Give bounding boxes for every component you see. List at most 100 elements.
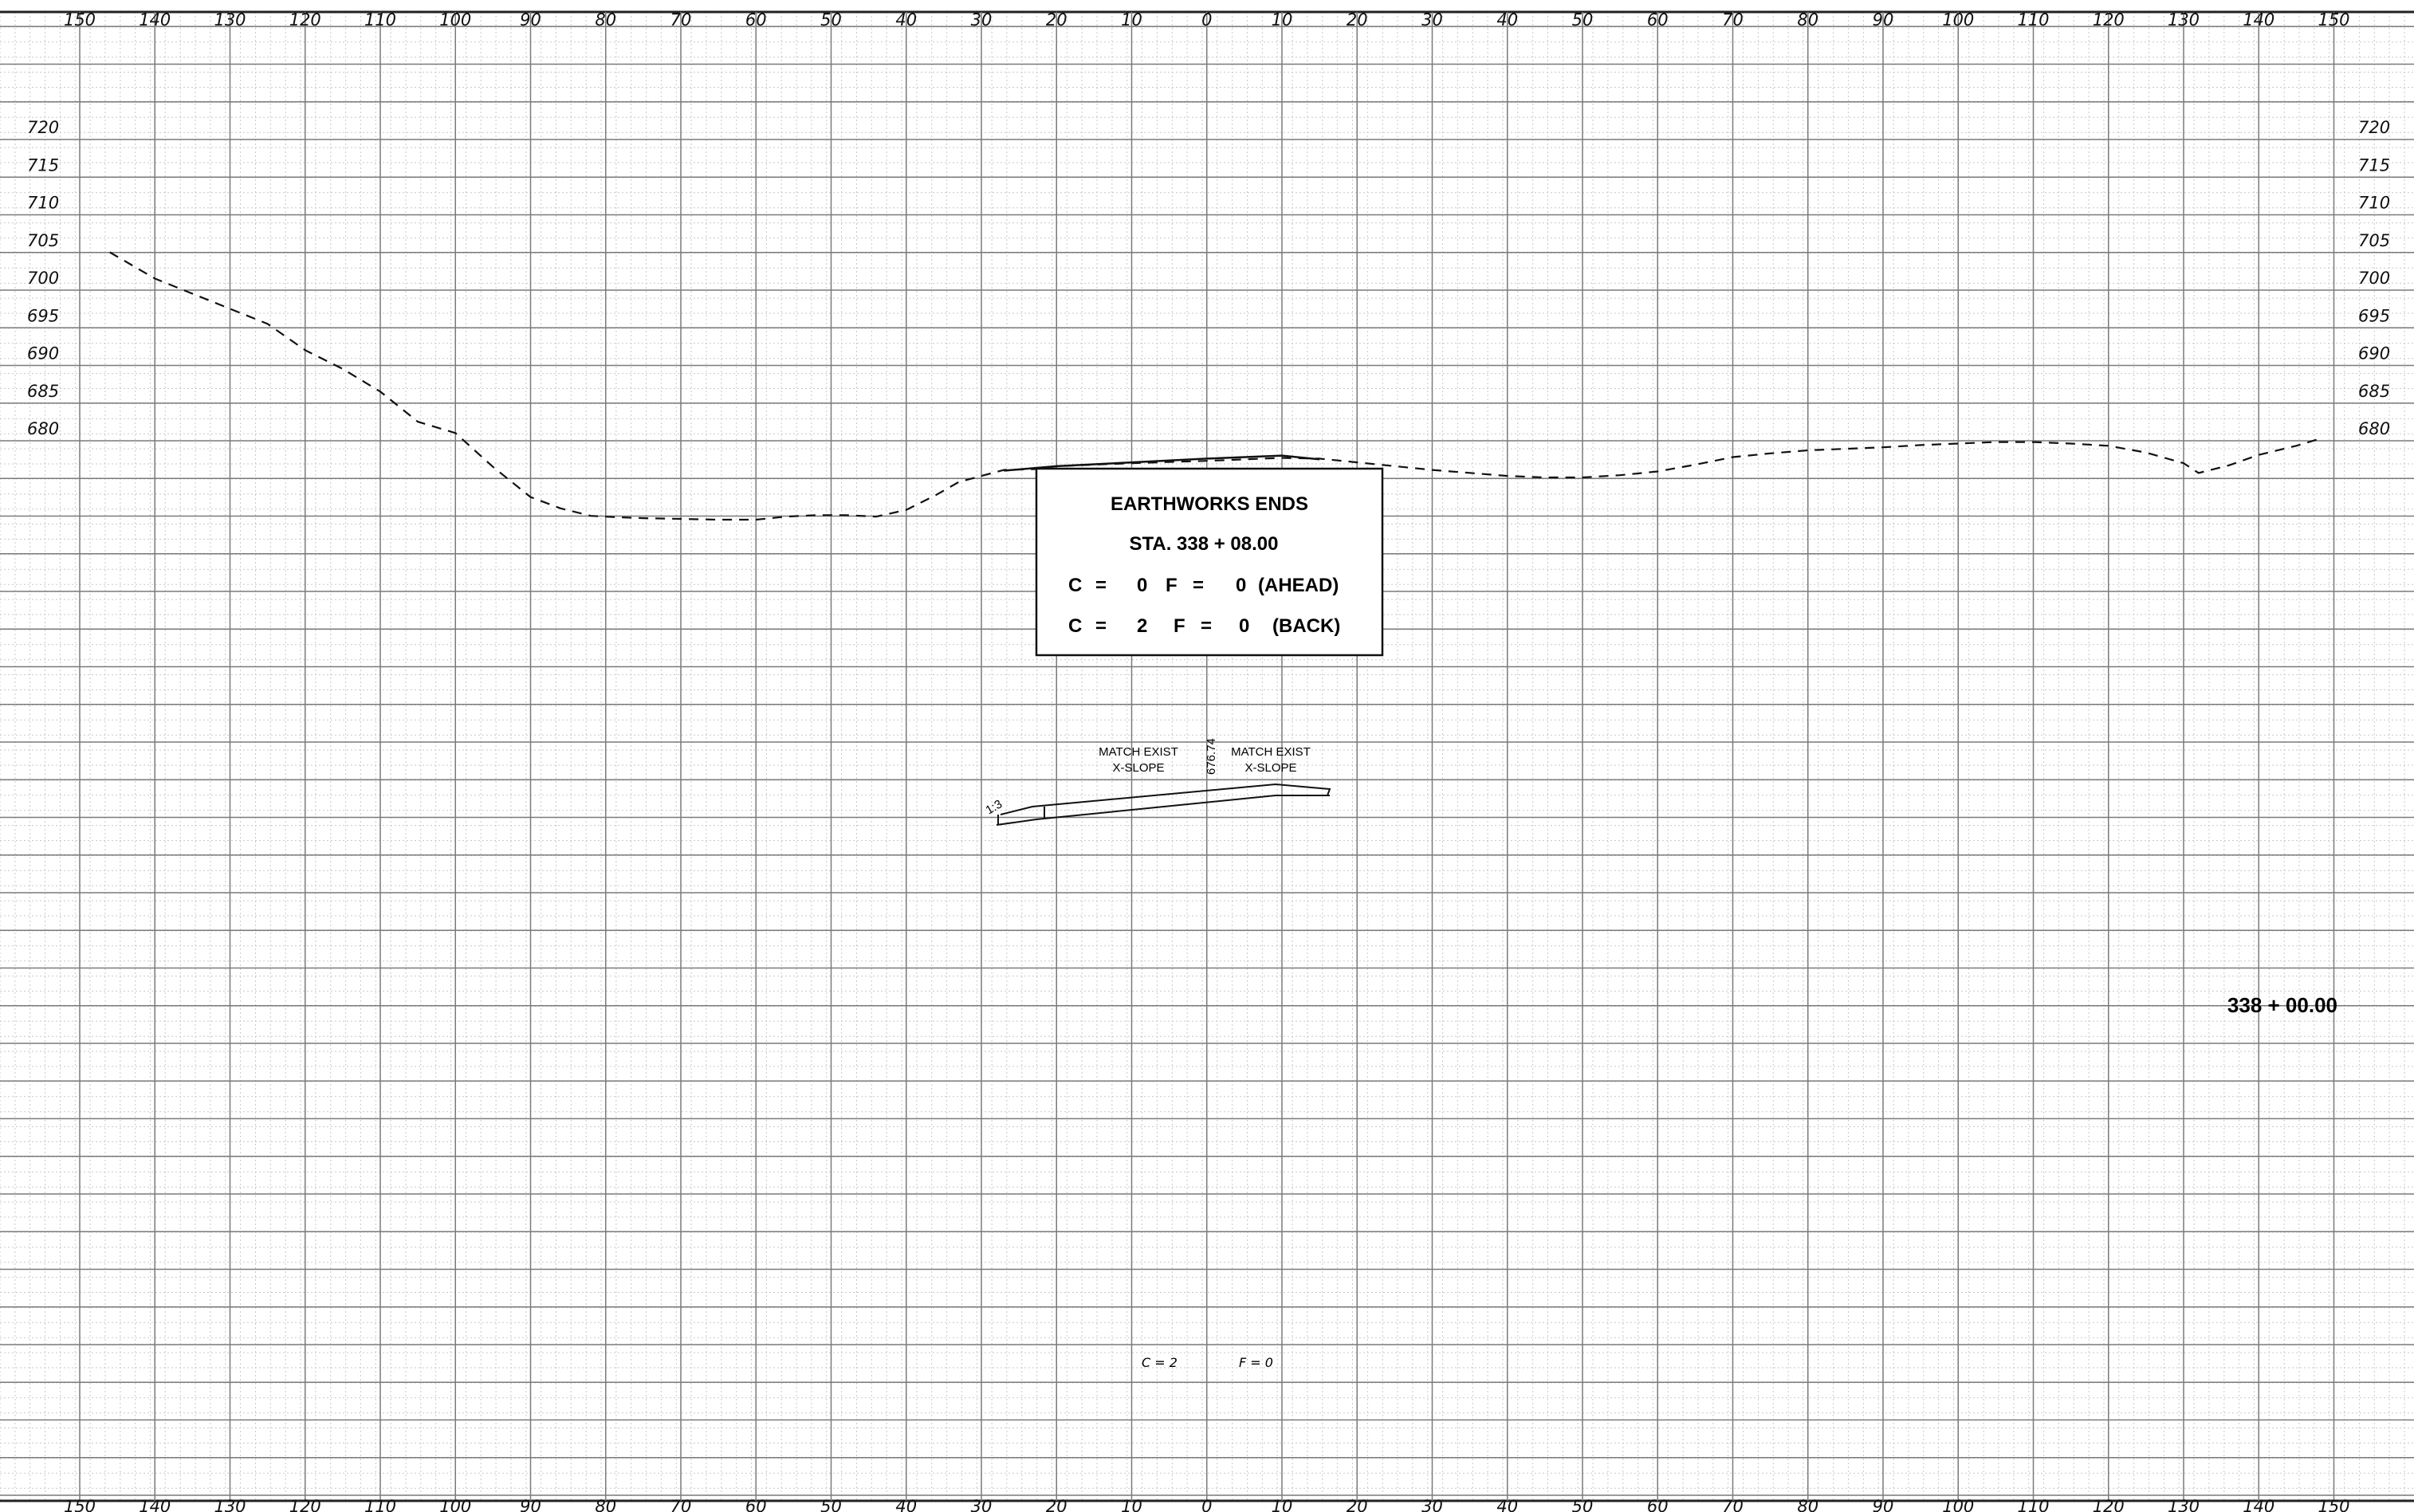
x-axis-label-top: 90	[520, 10, 541, 29]
x-axis-label-top: 90	[1873, 10, 1894, 29]
x-axis-label-bottom: 110	[364, 1497, 396, 1512]
x-axis-label-bottom: 40	[895, 1497, 917, 1512]
proposed-grade-line	[1004, 454, 1320, 472]
x-axis-label-bottom: 100	[1942, 1497, 1974, 1512]
x-axis-labels-top: 150 140 130 120 110 100 90 80 70 60 50 40 30 20 10 0 10 2…	[64, 10, 2350, 29]
x-axis-label-top: 130	[2168, 10, 2200, 29]
back-c-value: 2	[1137, 615, 1147, 637]
y-axis-label-left: 720	[27, 118, 59, 137]
y-axis-label-left: 715	[27, 155, 59, 175]
x-axis-label-bottom: 150	[2318, 1497, 2349, 1512]
proposed-section	[996, 783, 1331, 826]
y-axis-labels-left: 720 715 710 705 700 695 690 685 680	[27, 118, 59, 438]
y-axis-label-right: 710	[2358, 194, 2390, 213]
y-axis-label-left: 690	[27, 344, 59, 363]
fill-value-label: F = 0	[1239, 1355, 1273, 1370]
ahead-c-label: C	[1068, 575, 1082, 596]
back-eq-2: =	[1201, 615, 1212, 637]
x-axis-label-bottom: 50	[1572, 1497, 1594, 1512]
y-axis-label-right: 695	[2358, 306, 2390, 325]
x-axis-label-top: 60	[1647, 10, 1669, 29]
y-axis-label-left: 710	[27, 194, 59, 213]
back-f-label: F	[1174, 615, 1185, 637]
earthworks-info-box: EARTHWORKS ENDS STA. 338 + 08.00 C = 0 F…	[1035, 467, 1384, 657]
y-axis-label-right: 690	[2358, 344, 2390, 363]
y-axis-label-left: 685	[27, 382, 59, 401]
x-axis-label-bottom: 20	[1046, 1497, 1067, 1512]
centerline-elevation-tag: 676.74	[1205, 738, 1218, 775]
x-axis-label-top: 50	[820, 10, 842, 29]
y-axis-label-right: 720	[2358, 118, 2390, 137]
x-axis-label-bottom: 80	[1797, 1497, 1818, 1512]
x-axis-label-top: 100	[439, 10, 471, 29]
info-box-station: STA. 338 + 08.00	[1129, 533, 1278, 555]
x-axis-label-top: 70	[1722, 10, 1744, 29]
proposed-top-edge	[1000, 783, 1331, 815]
x-axis-label-top: 50	[1572, 10, 1594, 29]
x-axis-label-bottom: 70	[670, 1497, 692, 1512]
back-tag: (BACK)	[1272, 615, 1340, 637]
x-axis-label-bottom: 40	[1496, 1497, 1518, 1512]
x-axis-label-bottom: 60	[1647, 1497, 1669, 1512]
x-axis-label-top: 30	[1421, 10, 1443, 29]
x-axis-label-bottom: 70	[1722, 1497, 1744, 1512]
x-axis-label-top: 80	[1797, 10, 1818, 29]
info-box-title: EARTHWORKS ENDS	[1111, 493, 1308, 515]
x-axis-label-top: 10	[1121, 10, 1142, 29]
y-axis-label-left: 700	[27, 269, 59, 288]
x-axis-label-top: 150	[64, 10, 96, 29]
x-axis-label-bottom: 30	[1421, 1497, 1443, 1512]
match-exist-right-line2: X-SLOPE	[1244, 761, 1296, 775]
x-axis-label-top: 140	[139, 10, 171, 29]
x-axis-label-bottom: 0	[1201, 1497, 1212, 1512]
ahead-tag: (AHEAD)	[1258, 575, 1339, 596]
x-axis-label-top: 120	[2093, 10, 2125, 29]
x-axis-label-bottom: 90	[1873, 1497, 1894, 1512]
x-axis-labels-bottom: 150 140 130 120 110 100 90 80 70 60 50 40 30 20 10 0 10 2…	[64, 1497, 2350, 1512]
ahead-eq-1: =	[1095, 575, 1107, 596]
x-axis-label-bottom: 80	[595, 1497, 616, 1512]
x-axis-label-bottom: 120	[289, 1497, 321, 1512]
y-axis-labels-right: 720 715 710 705 700 695 690 685 680	[2358, 118, 2390, 438]
x-axis-label-top: 150	[2318, 10, 2349, 29]
y-axis-label-left: 695	[27, 306, 59, 325]
proposed-bottom-edge	[996, 795, 1330, 826]
ahead-f-label: F	[1166, 575, 1178, 596]
ground-profile-lines	[109, 251, 2320, 521]
match-exist-left-line2: X-SLOPE	[1112, 761, 1164, 775]
x-axis-label-bottom: 140	[2243, 1497, 2274, 1512]
x-axis-label-top: 110	[364, 10, 396, 29]
x-axis-label-bottom: 20	[1347, 1497, 1368, 1512]
x-axis-label-top: 70	[670, 10, 692, 29]
y-axis-label-right: 685	[2358, 382, 2390, 401]
x-axis-label-bottom: 120	[2093, 1497, 2125, 1512]
x-axis-label-top: 120	[289, 10, 321, 29]
x-axis-label-bottom: 10	[1272, 1497, 1293, 1512]
ahead-eq-2: =	[1193, 575, 1204, 596]
x-axis-label-top: 110	[2017, 10, 2049, 29]
ahead-c-value: 0	[1137, 575, 1147, 596]
match-exist-left-line1: MATCH EXIST	[1099, 745, 1178, 759]
major-grid	[0, 10, 2414, 1502]
x-axis-label-bottom: 110	[2017, 1497, 2049, 1512]
x-axis-label-top: 80	[595, 10, 616, 29]
station-label: 338 + 00.00	[2227, 993, 2337, 1017]
y-axis-label-right: 715	[2358, 155, 2390, 175]
x-axis-label-bottom: 90	[520, 1497, 541, 1512]
x-axis-label-bottom: 140	[139, 1497, 171, 1512]
x-axis-label-top: 100	[1942, 10, 1974, 29]
x-axis-label-top: 40	[895, 10, 917, 29]
x-axis-label-top: 20	[1046, 10, 1067, 29]
x-axis-label-top: 130	[214, 10, 246, 29]
back-f-value: 0	[1239, 615, 1249, 637]
x-axis-label-top: 60	[745, 10, 767, 29]
x-axis-label-top: 40	[1496, 10, 1518, 29]
x-axis-label-bottom: 150	[64, 1497, 96, 1512]
x-axis-label-top: 20	[1347, 10, 1368, 29]
x-axis-label-bottom: 100	[439, 1497, 471, 1512]
x-axis-label-top: 0	[1201, 10, 1212, 29]
x-axis-label-bottom: 30	[971, 1497, 993, 1512]
x-axis-label-top: 30	[971, 10, 993, 29]
x-axis-label-bottom: 60	[745, 1497, 767, 1512]
